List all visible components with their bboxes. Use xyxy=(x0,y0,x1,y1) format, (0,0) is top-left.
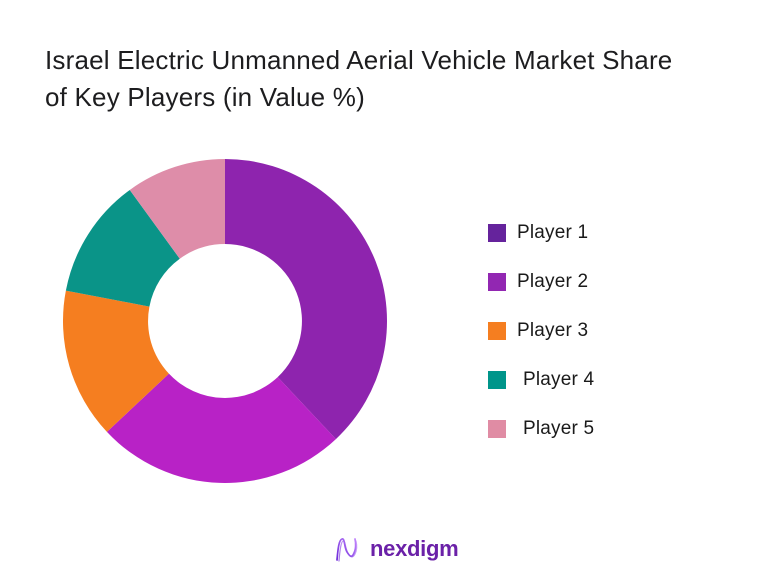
chart-legend: Player 1 Player 2 Player 3 Player 4 Player 5 xyxy=(488,222,594,440)
legend-item-player-2: Player 2 xyxy=(488,271,594,293)
legend-label: Player 4 xyxy=(523,369,595,390)
legend-item-player-1: Player 1 xyxy=(488,222,594,244)
donut-chart xyxy=(63,159,387,483)
nexdigm-logo-text: nexdigm xyxy=(370,536,459,561)
legend-label: Player 1 xyxy=(517,222,589,243)
nexdigm-logo-mark-icon xyxy=(336,538,358,562)
legend-swatch xyxy=(488,224,506,242)
chart-title-line2: of Key Players (in Value %) xyxy=(45,82,365,112)
donut-slice-player-5 xyxy=(129,159,225,259)
legend-item-player-3: Player 3 xyxy=(488,320,594,342)
donut-slice-player-3 xyxy=(63,290,169,432)
donut-slice-player-2 xyxy=(106,373,336,483)
donut-slice-player-4 xyxy=(65,189,180,307)
legend-item-player-4: Player 4 xyxy=(488,369,594,391)
legend-label: Player 3 xyxy=(517,320,589,341)
legend-swatch xyxy=(488,273,506,291)
legend-item-player-5: Player 5 xyxy=(488,418,594,440)
donut-slice-player-1 xyxy=(225,159,387,440)
legend-swatch xyxy=(488,371,506,389)
chart-title-line1: Israel Electric Unmanned Aerial Vehicle … xyxy=(45,45,673,75)
legend-swatch xyxy=(488,420,506,438)
legend-label: Player 5 xyxy=(523,418,595,439)
footer-logo: nexdigm xyxy=(333,534,459,564)
legend-label: Player 2 xyxy=(517,271,589,292)
legend-swatch xyxy=(488,322,506,340)
chart-title: Israel Electric Unmanned Aerial Vehicle … xyxy=(45,42,745,116)
